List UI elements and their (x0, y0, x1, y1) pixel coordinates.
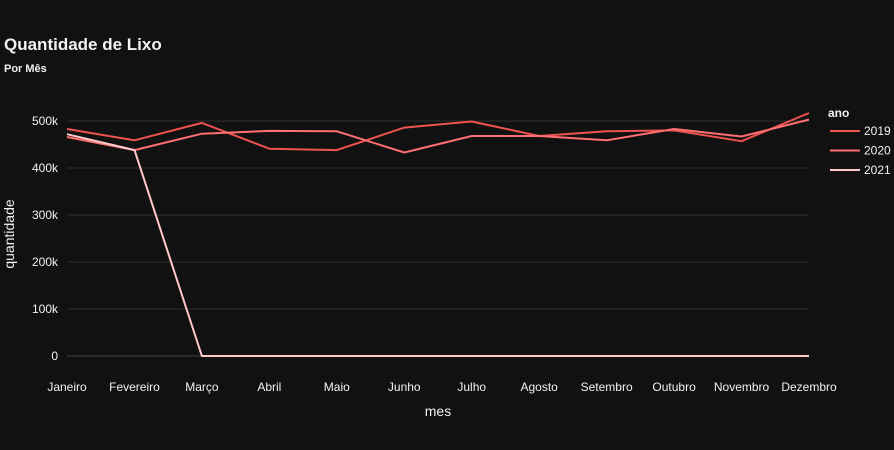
y-tick-label: 0 (51, 349, 58, 363)
y-tick-label: 400k (32, 161, 59, 175)
series-line-2020[interactable] (66, 118, 810, 154)
chart-title: Quantidade de Lixo (4, 35, 162, 54)
y-tick-label: 300k (32, 208, 59, 222)
legend-label: 2021 (864, 163, 891, 177)
x-axis-ticks: Janeiro Fevereiro Março Abril Maio Junho Julho… (47, 380, 837, 394)
x-tick-label: Novembro (714, 380, 770, 394)
y-tick-label: 200k (32, 255, 59, 269)
legend-title: ano (828, 106, 849, 120)
x-axis-title: mes (425, 403, 451, 419)
legend-label: 2019 (864, 124, 891, 138)
series-line-2019[interactable] (66, 112, 810, 152)
x-tick-label: Dezembro (781, 380, 837, 394)
y-axis-title: quantidade (1, 199, 17, 269)
x-tick-label: Agosto (521, 380, 559, 394)
legend-item-2019[interactable]: 2019 (830, 124, 891, 138)
x-tick-label: Abril (257, 380, 281, 394)
series-lines (66, 112, 810, 357)
y-axis-ticks: 0 100k 200k 300k 400k 500k (32, 114, 59, 363)
series-line-2021[interactable] (66, 133, 809, 357)
y-tick-label: 100k (32, 302, 59, 316)
x-tick-label: Maio (324, 380, 350, 394)
x-tick-label: Outubro (652, 380, 696, 394)
legend-label: 2020 (864, 144, 891, 158)
x-tick-label: Fevereiro (109, 380, 160, 394)
legend[interactable]: ano 2019 2020 2021 (828, 106, 891, 177)
x-tick-label: Março (185, 380, 219, 394)
x-tick-label: Julho (457, 380, 486, 394)
x-tick-label: Junho (388, 380, 421, 394)
chart-subtitle: Por Mês (4, 63, 47, 75)
gridlines (67, 120, 809, 357)
legend-item-2021[interactable]: 2021 (830, 163, 891, 177)
x-tick-label: Setembro (581, 380, 633, 394)
x-tick-label: Janeiro (47, 380, 87, 394)
legend-item-2020[interactable]: 2020 (830, 144, 891, 158)
y-tick-label: 500k (32, 114, 59, 128)
